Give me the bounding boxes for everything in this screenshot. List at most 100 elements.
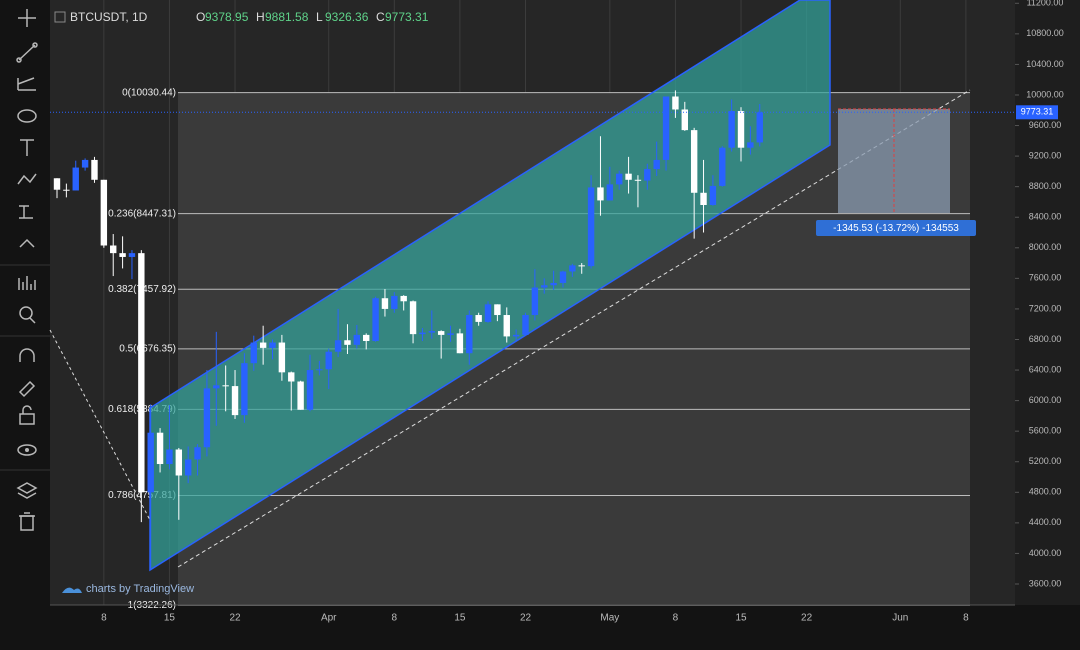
fib-label: 0(10030.44) [122,87,176,98]
candle-body [166,449,173,465]
candle-body [241,363,248,416]
candle-body [138,253,145,493]
ohlc-value: 9378.95 [205,10,249,24]
candle-body [437,331,445,335]
candle-body [53,178,61,190]
y-tick-label: 3600.00 [1029,578,1062,588]
x-tick-label: Apr [321,613,337,624]
toolbar [0,9,50,531]
y-tick-label: 7600.00 [1029,273,1062,283]
watermark-logo [62,587,82,593]
y-tick-label: 5200.00 [1029,456,1062,466]
x-tick-label: 8 [673,613,679,624]
ohlc-header: O 9378.95 H 9881.58 L 9326.36 C 9773.31 [196,10,429,24]
y-tick-label: 10800.00 [1026,28,1064,38]
x-tick-label: 8 [392,613,398,624]
y-tick-label: 8000.00 [1029,242,1062,252]
y-tick-label: 4400.00 [1029,517,1062,527]
candle-body [522,315,529,335]
candle-body [550,282,557,286]
candle-body [737,111,745,148]
candle-body [747,142,754,148]
candle-body [81,159,89,168]
x-tick-label: 15 [454,613,466,624]
candle-body [269,342,276,348]
candle-body [381,298,389,309]
candle-body [194,447,201,460]
candle-body [475,315,482,322]
candle-body [110,245,117,254]
candle-body [700,192,707,206]
candle-body [456,333,464,354]
candle-body [503,315,510,337]
x-tick-label: May [600,613,619,624]
candle-body [363,334,370,342]
ohlc-key: H [256,10,265,24]
candle-body [634,179,642,181]
candle-body [231,386,239,416]
candle-body [756,112,763,143]
candle-body [559,271,567,283]
candle-body [409,301,417,335]
candle-body [662,96,670,160]
last-price-label: 9773.31 [1021,107,1054,117]
parallel-channel [149,0,831,572]
candle-body [653,159,660,170]
candle-body [72,167,79,191]
candle-body [400,295,407,302]
y-tick-label: 9600.00 [1029,120,1062,130]
candle-body [372,298,379,342]
candle-body [278,342,286,373]
collapse-icon [54,11,66,23]
y-tick-label: 6800.00 [1029,334,1062,344]
fib-label: 0.5(6676.35) [119,344,176,355]
y-tick-label: 6400.00 [1029,364,1062,374]
candle-body [597,187,604,201]
candle-body [644,169,651,181]
y-tick-label: 4800.00 [1029,487,1062,497]
candle-body [128,253,136,257]
candle-body [690,130,698,193]
candle-body [569,265,576,272]
candle-body [156,432,164,465]
x-tick-label: 15 [735,613,747,624]
candle-body [316,369,323,371]
ohlc-value: 9326.36 [325,10,369,24]
y-tick-label: 9200.00 [1029,150,1062,160]
candle-body [447,333,454,335]
candle-body [512,334,520,337]
candle-body [325,351,332,370]
x-tick-label: 22 [229,613,241,624]
ohlc-key: O [196,10,205,24]
candle-body [672,96,679,110]
candle-body [353,334,361,345]
candle-body [484,304,492,322]
x-tick-label: 8 [963,613,969,624]
y-tick-label: 8800.00 [1029,181,1062,191]
candle-body [63,189,70,191]
fib-label: 0.786(4757.81) [108,490,176,501]
candle-body [616,173,623,185]
candle-body [709,185,717,206]
candle-body [625,173,632,180]
axes: 3600.00 4000.00 4400.00 4800.00 5200.00 5600.… [50,0,1064,624]
candle-body [681,109,688,131]
candle-body [541,285,548,288]
candle-body [391,295,398,309]
candle-body [288,372,295,382]
x-tick-label: 8 [101,613,107,624]
ohlc-value: 9773.31 [385,10,429,24]
ohlc-value: 9881.58 [265,10,309,24]
candle-body [419,332,426,335]
y-tick-label: 6000.00 [1029,395,1062,405]
last-price-tag [1016,105,1058,120]
candle-body [719,147,726,186]
x-tick-label: 15 [164,613,176,624]
candle-body [297,381,304,410]
y-tick-label: 5600.00 [1029,426,1062,436]
candle-body [222,385,229,387]
measure-box [816,220,976,236]
candle-body [344,340,351,345]
candle-body [184,459,192,476]
